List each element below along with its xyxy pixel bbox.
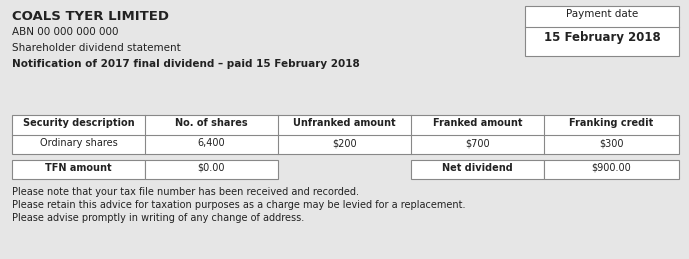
Bar [525,6,679,56]
Text: $300: $300 [599,138,624,148]
Text: 15 February 2018: 15 February 2018 [544,31,660,44]
Text: ABN 00 000 000 000: ABN 00 000 000 000 [12,27,119,37]
Text: $200: $200 [332,138,357,148]
Text: Please retain this advice for taxation purposes as a charge may be levied for a : Please retain this advice for taxation p… [12,200,466,210]
Text: Unfranked amount: Unfranked amount [294,118,395,128]
Text: Security description: Security description [23,118,134,128]
Text: Ordinary shares: Ordinary shares [40,138,117,148]
Text: 6,400: 6,400 [198,138,225,148]
Text: $0.00: $0.00 [198,163,225,173]
Text: Shareholder dividend statement: Shareholder dividend statement [12,43,181,53]
Text: COALS TYER LIMITED: COALS TYER LIMITED [12,10,169,23]
Bar [12,115,679,154]
Bar [544,160,679,179]
Text: No. of shares: No. of shares [175,118,248,128]
Text: Franking credit: Franking credit [569,118,654,128]
Text: Please note that your tax file number has been received and recorded.: Please note that your tax file number ha… [12,187,359,197]
Text: $900.00: $900.00 [592,163,631,173]
Text: Franked amount: Franked amount [433,118,522,128]
Text: $700: $700 [465,138,490,148]
Bar [145,160,278,179]
Text: Net dividend: Net dividend [442,163,513,173]
Text: Payment date: Payment date [566,9,638,19]
Text: Please advise promptly in writing of any change of address.: Please advise promptly in writing of any… [12,213,305,223]
Bar [12,160,145,179]
Text: Notification of 2017 final dividend – paid 15 February 2018: Notification of 2017 final dividend – pa… [12,59,360,69]
Text: TFN amount: TFN amount [45,163,112,173]
Bar [411,160,544,179]
